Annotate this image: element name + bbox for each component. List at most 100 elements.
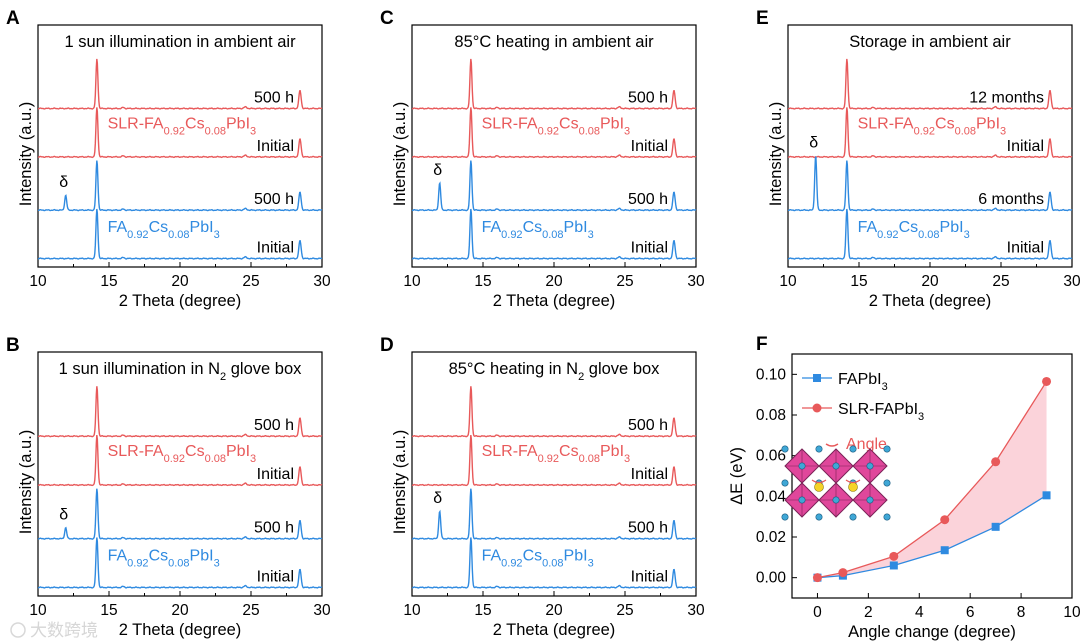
watermark-logo-icon bbox=[10, 622, 26, 638]
slr-formula-sub: 3 bbox=[250, 125, 256, 137]
iodide-atom bbox=[866, 496, 874, 504]
iodide-atom bbox=[781, 445, 789, 453]
ref-formula-sub: 0.08 bbox=[168, 558, 189, 570]
slr-formula-part: PbI bbox=[600, 443, 624, 460]
panel-title: 85°C heating in N2 glove box bbox=[449, 360, 661, 383]
x-tick-label: 0 bbox=[813, 604, 822, 621]
x-tick-label: 25 bbox=[242, 273, 259, 290]
trace-label: 500 h bbox=[628, 89, 668, 106]
ref-formula-sub: 0.08 bbox=[542, 229, 563, 241]
x-axis-label: 2 Theta (degree) bbox=[119, 621, 242, 639]
ref-formula-part: Cs bbox=[149, 219, 169, 236]
xrd-trace bbox=[411, 434, 697, 487]
ref-formula-sub: 3 bbox=[588, 229, 594, 241]
ref-formula: FA0.92Cs0.08PbI3 bbox=[482, 219, 594, 241]
data-point-square bbox=[991, 522, 1000, 531]
slr-formula: SLR-FA0.92Cs0.08PbI3 bbox=[108, 443, 257, 465]
legend-label-sub: 3 bbox=[918, 411, 924, 423]
trace-label: 12 months bbox=[969, 89, 1044, 106]
x-tick-label: 10 bbox=[29, 273, 47, 290]
ref-formula-sub: 3 bbox=[214, 558, 220, 570]
plot-frame bbox=[791, 353, 1073, 599]
trace-label: Initial bbox=[1007, 240, 1044, 257]
y-tick-label: 0.00 bbox=[756, 570, 787, 587]
data-point-circle bbox=[812, 573, 822, 583]
xrd-trace bbox=[37, 434, 323, 487]
ref-formula: FA0.92Cs0.08PbI3 bbox=[108, 219, 220, 241]
panel-title: 1 sun illumination in ambient air bbox=[64, 33, 296, 51]
iodide-atom bbox=[815, 445, 823, 453]
ref-formula-sub: 0.08 bbox=[168, 229, 189, 241]
legend-label: FAPbI3 bbox=[838, 371, 888, 393]
ref-formula-part: Cs bbox=[149, 548, 169, 565]
trace-label: Initial bbox=[631, 466, 668, 483]
x-tick-label: 25 bbox=[242, 602, 259, 619]
iodide-atom bbox=[781, 479, 789, 487]
slr-formula-part: PbI bbox=[226, 443, 250, 460]
x-tick-label: 15 bbox=[850, 273, 867, 290]
x-tick-label: 30 bbox=[687, 602, 705, 619]
x-tick-label: 20 bbox=[545, 273, 563, 290]
x-tick-label: 8 bbox=[1017, 604, 1026, 621]
slr-formula-sub: 0.08 bbox=[955, 125, 976, 137]
trace-label: Initial bbox=[257, 138, 294, 155]
angle-arc-icon bbox=[811, 479, 827, 484]
ref-formula-sub: 0.08 bbox=[542, 558, 563, 570]
trace-label: Initial bbox=[257, 568, 294, 585]
panel-e: E Storage in ambient air 10 15 20 25 30 2 Theta… bbox=[756, 8, 1080, 310]
data-point-square bbox=[889, 561, 898, 570]
trace-label: 500 h bbox=[628, 417, 668, 434]
panel-d: D 85°C heating in N2 glove box 10 15 20 25 30 2… bbox=[380, 335, 705, 639]
ref-formula-part: Cs bbox=[523, 219, 543, 236]
slr-formula-part: PbI bbox=[226, 115, 250, 132]
panel-letter: F bbox=[756, 334, 768, 355]
iodide-atom bbox=[798, 496, 806, 504]
ref-formula-sub: 0.92 bbox=[877, 229, 898, 241]
ref-formula-part: FA bbox=[858, 219, 878, 236]
xrd-trace bbox=[787, 58, 1073, 110]
trace-label: 500 h bbox=[254, 191, 294, 208]
panel-title: 1 sun illumination in N2 glove box bbox=[59, 360, 303, 383]
iodide-atom bbox=[883, 479, 891, 487]
delta-label: δ bbox=[433, 490, 442, 507]
slr-formula-part: SLR-FA bbox=[108, 115, 164, 132]
delta-label: δ bbox=[59, 174, 68, 191]
iodide-atom bbox=[832, 462, 840, 470]
panel-f: F 0 2 4 6 8 10 0.00 0.02 0.04 0.06 0.08 0.10 Angle ch… bbox=[728, 334, 1080, 641]
slr-formula-part: Cs bbox=[935, 115, 955, 132]
iodide-atom bbox=[781, 513, 789, 521]
x-tick-label: 15 bbox=[474, 273, 491, 290]
ref-formula-part: PbI bbox=[564, 219, 588, 236]
legend-marker bbox=[812, 403, 822, 413]
xrd-trace bbox=[37, 208, 323, 260]
trace-label: Initial bbox=[631, 568, 668, 585]
legend-label-part: SLR-FAPbI bbox=[838, 401, 918, 418]
panel-a: A 1 sun illumination in ambient air 10 15 20… bbox=[6, 8, 331, 310]
ref-formula: FA0.92Cs0.08PbI3 bbox=[482, 548, 594, 570]
fill-between-area bbox=[817, 381, 1047, 578]
slr-formula-part: SLR-FA bbox=[482, 443, 538, 460]
y-tick-label: 0.02 bbox=[756, 529, 786, 546]
xrd-trace bbox=[37, 107, 323, 159]
trace-label: Initial bbox=[257, 240, 294, 257]
ref-formula-sub: 0.92 bbox=[501, 558, 522, 570]
x-tick-label: 30 bbox=[1063, 273, 1080, 290]
ref-formula-part: FA bbox=[108, 219, 128, 236]
ref-formula-sub: 3 bbox=[214, 229, 220, 241]
data-point-circle bbox=[1042, 376, 1052, 386]
x-tick-label: 6 bbox=[966, 604, 975, 621]
angle-arc-icon bbox=[825, 443, 839, 447]
slr-formula-part: Cs bbox=[559, 115, 579, 132]
slr-formula-sub: 0.92 bbox=[164, 453, 185, 465]
panel-letter: E bbox=[756, 8, 769, 29]
watermark-text: 大数跨境 bbox=[30, 621, 98, 640]
slr-formula-sub: 0.08 bbox=[579, 125, 600, 137]
xrd-trace bbox=[37, 537, 323, 589]
cation-atom bbox=[814, 482, 824, 492]
trace-label: 500 h bbox=[628, 191, 668, 208]
xrd-trace bbox=[411, 386, 697, 438]
x-tick-label: 10 bbox=[403, 602, 421, 619]
y-axis-label: Intensity (a.u.) bbox=[391, 430, 409, 535]
cation-atom bbox=[848, 482, 858, 492]
